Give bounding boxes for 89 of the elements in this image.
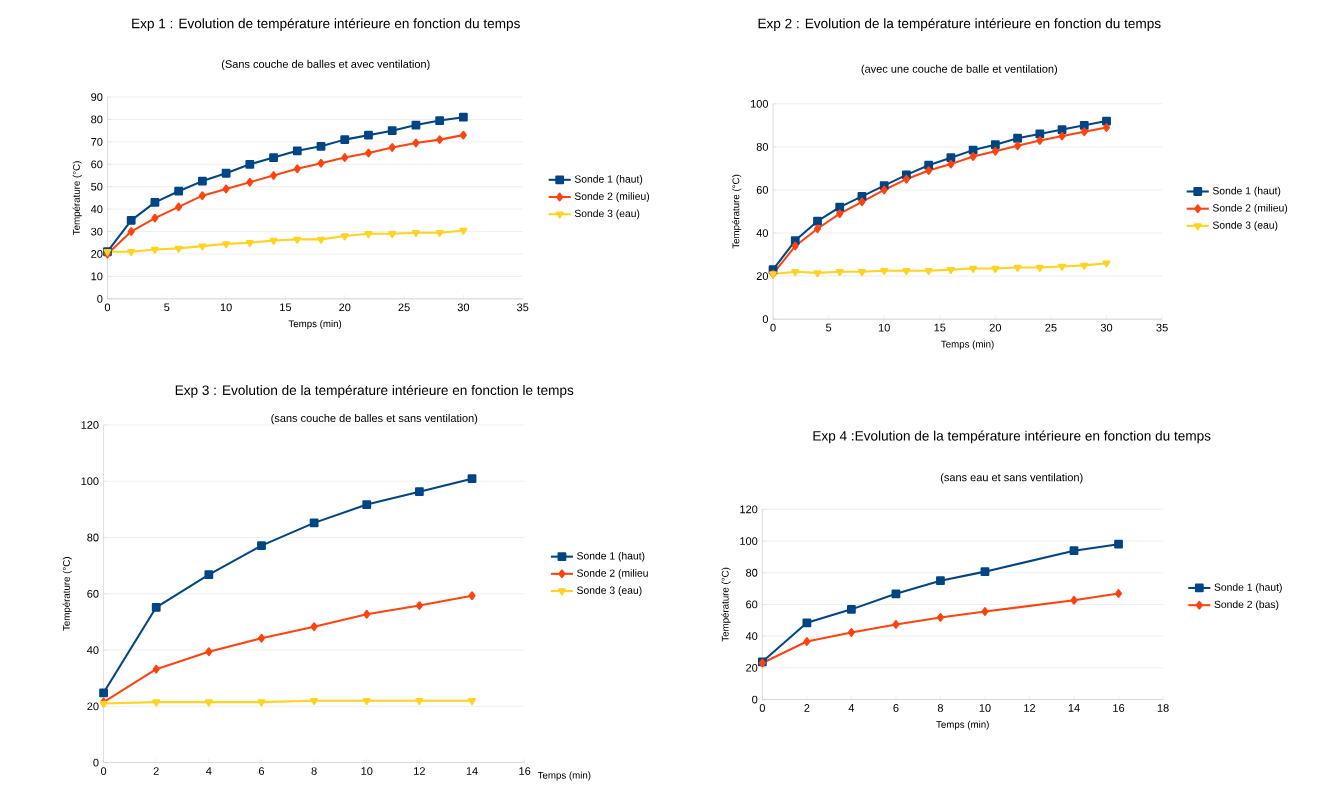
legend-label: Sonde 2 (bas) bbox=[1214, 600, 1279, 611]
x-tick-label: 6 bbox=[258, 767, 265, 776]
chart-title: Exp 4 :Evolution de la température intérieure en fonction du temps bbox=[813, 430, 1211, 444]
x-tick-label: 16 bbox=[1113, 704, 1125, 712]
x-tick-label: 30 bbox=[457, 303, 470, 312]
x-tick-label: 15 bbox=[934, 323, 946, 332]
legend-label: Sonde 1 (haut) bbox=[574, 175, 643, 185]
x-tick-label: 20 bbox=[989, 323, 1002, 332]
x-tick-label: 14 bbox=[1068, 704, 1080, 712]
x-tick-label: 5 bbox=[826, 323, 832, 332]
x-tick-label: 8 bbox=[937, 704, 944, 712]
legend-label: Sonde 1 (haut) bbox=[1212, 186, 1281, 197]
legend-label: Sonde 1 (haut) bbox=[577, 552, 645, 562]
y-axis-title: Température (°C) bbox=[72, 161, 82, 236]
y-tick-label: 0 bbox=[97, 295, 103, 303]
x-tick-label: 4 bbox=[206, 767, 212, 775]
y-tick-label: 90 bbox=[91, 93, 103, 102]
y-tick-label: 40 bbox=[87, 646, 99, 655]
x-tick-label: 10 bbox=[220, 303, 232, 312]
y-tick-label: 40 bbox=[756, 229, 769, 238]
x-tick-label: 2 bbox=[804, 704, 810, 712]
y-axis-title: Température (°C) bbox=[62, 557, 72, 631]
y-tick-label: 40 bbox=[90, 205, 103, 214]
x-tick-label: 6 bbox=[893, 704, 899, 712]
y-tick-label: 60 bbox=[87, 590, 99, 598]
y-tick-label: 80 bbox=[746, 568, 758, 577]
y-tick-label: 80 bbox=[756, 143, 769, 151]
chart-subtitle: (sans eau et sans ventilation) bbox=[940, 473, 1083, 484]
x-tick-label: 20 bbox=[339, 303, 351, 312]
y-tick-label: 100 bbox=[740, 537, 758, 546]
x-tick-label: 30 bbox=[1100, 323, 1113, 332]
chart-subtitle: (avec une couche de balle et ventilation) bbox=[861, 64, 1058, 76]
x-tick-label: 14 bbox=[466, 767, 478, 775]
y-tick-label: 100 bbox=[81, 477, 99, 486]
y-tick-label: 40 bbox=[745, 632, 758, 641]
y-tick-label: 70 bbox=[91, 138, 103, 146]
x-tick-label: 0 bbox=[770, 323, 776, 332]
legend-label: Sonde 2 (milieu) bbox=[1212, 204, 1288, 214]
chart-title: Exp 2 : Evolution de la température intérieure en fonction du temps bbox=[758, 18, 1161, 32]
x-tick-label: 15 bbox=[280, 303, 292, 312]
x-axis-title: Temps (min) bbox=[941, 340, 994, 350]
x-axis-title: Temps (min) bbox=[936, 720, 989, 730]
y-tick-label: 60 bbox=[91, 160, 103, 169]
y-tick-label: 0 bbox=[762, 315, 769, 324]
y-tick-label: 80 bbox=[91, 115, 103, 124]
y-tick-label: 20 bbox=[756, 272, 769, 281]
legend-label: Sonde 3 (eau) bbox=[574, 209, 640, 220]
y-tick-label: 120 bbox=[740, 505, 758, 514]
legend-label: Sonde 2 (milieu) bbox=[574, 192, 650, 203]
chart-subtitle: (sans couche de balles et sans ventilation) bbox=[271, 414, 478, 425]
chart-subtitle: (Sans couche de balles et avec ventilation) bbox=[221, 59, 430, 71]
x-tick-label: 10 bbox=[878, 323, 890, 332]
legend-label: Sonde 1 (haut) bbox=[1214, 583, 1282, 594]
y-tick-label: 80 bbox=[87, 533, 99, 542]
x-tick-label: 25 bbox=[398, 303, 410, 312]
y-tick-label: 20 bbox=[91, 250, 103, 258]
legend-label: Sonde 3 (eau) bbox=[1212, 221, 1278, 231]
x-tick-label: 10 bbox=[979, 704, 991, 712]
y-tick-label: 50 bbox=[91, 182, 103, 191]
legend-label: Sonde 2 (milieu bbox=[577, 569, 648, 579]
y-tick-label: 10 bbox=[91, 272, 103, 281]
y-axis-title: Température (°C) bbox=[721, 567, 731, 642]
x-axis-title: Temps (min) bbox=[537, 771, 591, 781]
y-tick-label: 100 bbox=[750, 100, 769, 108]
y-tick-label: 120 bbox=[81, 421, 99, 429]
x-tick-label: 35 bbox=[517, 303, 529, 312]
y-axis-title: Température (°C) bbox=[732, 174, 742, 249]
y-tick-label: 0 bbox=[93, 758, 99, 767]
x-tick-label: 12 bbox=[1024, 704, 1036, 712]
y-tick-label: 60 bbox=[756, 186, 769, 194]
y-tick-label: 0 bbox=[752, 695, 758, 704]
x-tick-label: 8 bbox=[311, 767, 317, 776]
x-tick-label: 25 bbox=[1045, 323, 1057, 332]
x-tick-label: 2 bbox=[153, 767, 159, 775]
chart-title: Exp 3 : Evolution de la température intérieure en fonction le temps bbox=[175, 385, 574, 398]
y-tick-label: 60 bbox=[746, 600, 758, 609]
x-tick-label: 4 bbox=[848, 704, 855, 712]
y-tick-label: 30 bbox=[91, 227, 103, 236]
x-axis-title: Temps (min) bbox=[288, 320, 342, 330]
x-tick-label: 12 bbox=[414, 767, 425, 775]
legend-label: Sonde 3 (eau) bbox=[577, 586, 642, 597]
x-tick-label: 5 bbox=[164, 303, 170, 312]
x-tick-label: 16 bbox=[519, 767, 531, 776]
x-tick-label: 18 bbox=[1157, 704, 1169, 712]
y-tick-label: 20 bbox=[746, 664, 758, 672]
x-tick-label: 35 bbox=[1156, 323, 1168, 332]
chart-title: Exp 1 : Evolution de température intérieure en fonction du temps bbox=[132, 18, 520, 32]
x-tick-label: 0 bbox=[104, 303, 111, 312]
x-tick-label: 10 bbox=[361, 767, 373, 776]
